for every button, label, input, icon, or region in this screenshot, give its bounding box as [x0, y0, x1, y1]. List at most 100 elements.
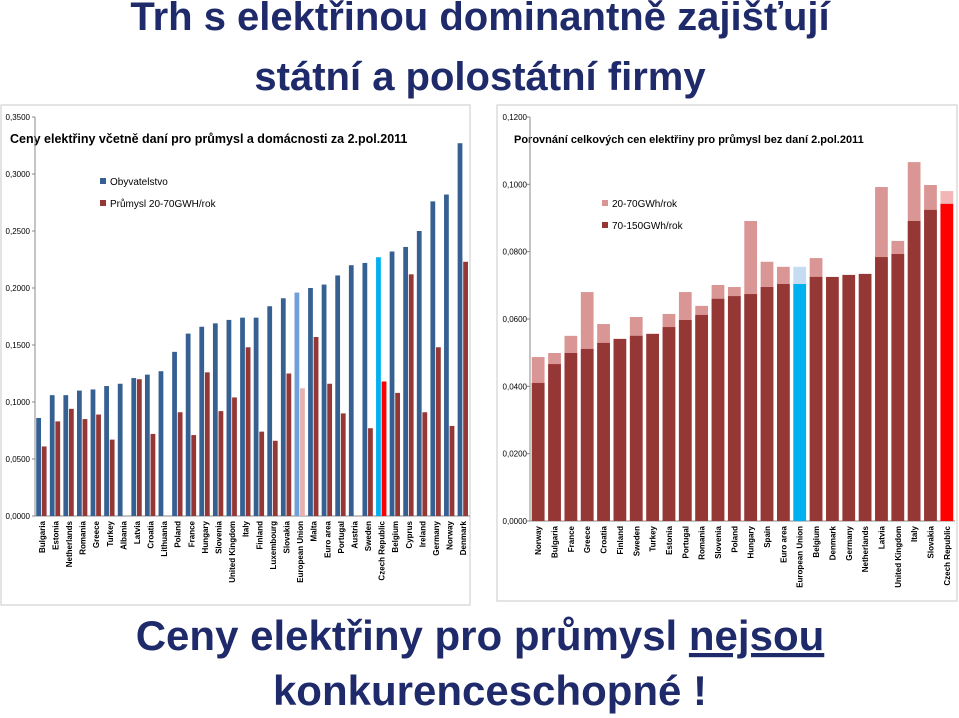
slide-title: státní a polostátní firmy [254, 55, 706, 99]
y-tick-label: 0,0800 [503, 248, 528, 257]
x-tick-label: Lithuania [160, 520, 169, 556]
y-tick-label: 0,0000 [6, 512, 31, 521]
bar [646, 333, 659, 521]
legend-label: Obyvatelstvo [110, 177, 168, 188]
x-tick-label: France [187, 520, 196, 547]
x-tick-label: Hungary [747, 525, 756, 558]
bar [300, 388, 305, 516]
x-tick-label: Hungary [201, 520, 210, 553]
x-tick-label: Portugal [337, 521, 346, 553]
x-tick-label: Slovakia [926, 525, 935, 558]
bar [416, 231, 422, 516]
bar [744, 294, 758, 521]
bar [177, 412, 183, 516]
y-tick-label: 0,3500 [6, 113, 31, 122]
bar [49, 395, 55, 516]
bar [218, 411, 224, 516]
y-tick-label: 0,1500 [6, 341, 31, 350]
bar [548, 364, 561, 521]
x-tick-label: European Union [296, 521, 305, 583]
bar [199, 326, 205, 516]
legend-label: 70-150GWh/rok [612, 221, 684, 232]
bar [240, 317, 245, 516]
x-tick-label: Cyprus [405, 520, 414, 548]
y-tick-label: 0,1000 [503, 180, 528, 189]
bar [267, 306, 273, 516]
legend-swatch [100, 200, 106, 206]
bar [335, 275, 341, 516]
bar [158, 371, 164, 516]
bar [172, 351, 177, 516]
bar [77, 390, 82, 516]
bar [232, 397, 237, 516]
bar [403, 246, 409, 516]
bar [444, 194, 449, 516]
x-tick-label: Estonia [51, 520, 60, 549]
bar [597, 342, 610, 521]
bar [613, 338, 627, 521]
x-tick-label: Sweden [364, 521, 373, 551]
x-tick-label: Albania [119, 520, 128, 549]
footer-emphasis: nejsou [689, 612, 824, 659]
x-tick-label: Poland [174, 521, 183, 548]
bar [776, 283, 790, 521]
bar [212, 323, 218, 516]
slide-title: Trh s elektřinou dominantně zajišťují [130, 0, 831, 39]
y-tick-label: 0,0400 [503, 382, 528, 391]
y-tick-label: 0,0200 [503, 450, 528, 459]
bar [826, 276, 839, 521]
bar [136, 379, 142, 516]
bar [144, 374, 150, 516]
bar [430, 201, 436, 517]
bar [422, 412, 428, 516]
bar [185, 333, 191, 516]
bar [327, 383, 333, 516]
x-tick-label: Ireland [418, 521, 427, 547]
x-tick-label: Latvia [133, 520, 142, 544]
x-tick-label: Greece [583, 525, 592, 553]
x-tick-label: Euro area [779, 525, 788, 562]
bar [793, 283, 807, 521]
bar [436, 347, 441, 516]
bar [245, 347, 251, 516]
legend-label: Průmysl 20-70GWH/rok [110, 198, 217, 210]
bar [340, 413, 346, 516]
bar [695, 314, 709, 521]
bar [564, 353, 578, 521]
x-tick-label: France [567, 525, 576, 552]
x-tick-label: Norway [534, 525, 543, 554]
x-tick-label: Netherlands [861, 525, 870, 572]
y-tick-label: 0,1200 [503, 113, 528, 122]
chart-title: Ceny elektřiny včetně daní pro průmysl a… [10, 132, 407, 146]
x-tick-label: Italy [242, 520, 251, 537]
legend-swatch [602, 222, 608, 228]
x-tick-label: Norway [446, 520, 455, 549]
x-tick-label: Turkey [106, 520, 115, 546]
y-tick-label: 0,0000 [503, 517, 528, 526]
x-tick-label: Italy [910, 525, 919, 542]
x-tick-label: Turkey [649, 525, 658, 551]
bar [272, 440, 278, 516]
x-tick-label: Slovakia [282, 520, 291, 553]
x-tick-label: Latvia [877, 525, 886, 549]
bar [760, 287, 774, 521]
bar [858, 273, 872, 521]
x-tick-label: Denmark [828, 525, 837, 560]
x-tick-label: Spain [763, 526, 772, 548]
legend-label: 20-70GWh/rok [612, 199, 678, 210]
footer-text: konkurenceschopné ! [273, 667, 707, 714]
bar [286, 373, 292, 516]
bar [711, 298, 725, 521]
x-tick-label: Portugal [681, 526, 690, 558]
bar [907, 221, 921, 521]
bar [580, 348, 594, 521]
x-tick-label: Slovenia [714, 525, 723, 558]
bar [68, 408, 74, 516]
bar [259, 431, 265, 516]
x-tick-label: Czech Republic [378, 520, 387, 580]
x-tick-label: Denmark [459, 520, 468, 555]
bar [294, 292, 300, 516]
bar [150, 433, 156, 516]
bar [117, 383, 123, 516]
